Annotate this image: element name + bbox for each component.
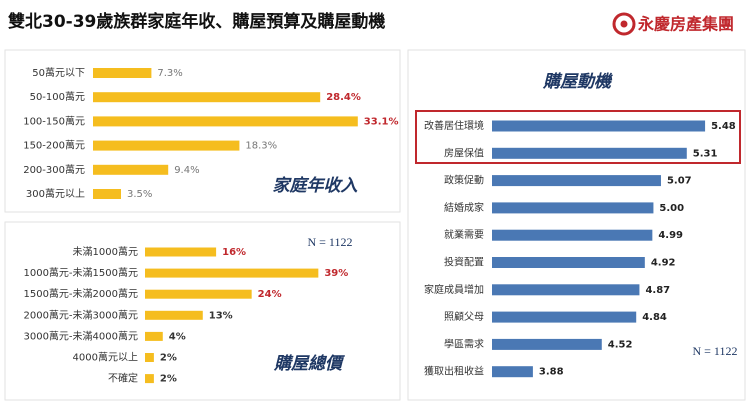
bar [145,310,203,320]
bar [93,189,121,199]
category-label: 1500萬元-未滿2000萬元 [23,287,138,300]
category-label: 結婚成家 [444,201,484,214]
value-label: 2% [160,353,177,364]
category-label: 改善居住環境 [424,119,484,132]
value-label: 4.99 [658,230,683,241]
bar [492,202,654,214]
bar [93,164,169,175]
category-label: 不確定 [108,372,138,385]
panel [4,49,401,213]
bar [93,92,321,103]
category-label: 1000萬元-未滿1500萬元 [23,266,138,279]
bar [93,116,358,127]
category-label: 3000萬元-未滿4000萬元 [23,329,138,342]
sample-size-note: N = 1122 [308,235,353,249]
value-label: 5.00 [659,203,684,214]
category-label: 300萬元以上 [26,187,85,200]
bar [492,147,687,159]
value-label: 16% [222,247,246,258]
value-label: 4.87 [645,285,670,296]
bar [93,140,240,151]
bar [145,289,252,299]
bar [145,247,217,257]
category-label: 照顧父母 [444,310,484,323]
bar [145,331,163,341]
category-label: 房屋保值 [444,146,484,159]
value-label: 9.4% [174,165,199,176]
value-label: 33.1% [364,116,399,127]
bar [492,175,661,187]
category-label: 200-300萬元 [23,163,85,176]
category-label: 50-100萬元 [30,90,85,103]
logo-icon-dot [620,20,628,28]
value-label: 5.07 [667,176,692,187]
chart-title: 家庭年收入 [273,176,358,196]
value-label: 3.5% [127,189,152,200]
value-label: 24% [258,289,282,300]
category-label: 100-150萬元 [23,114,85,127]
bar [492,338,602,350]
bar [145,374,154,384]
category-label: 50萬元以下 [32,66,85,79]
logo-text: 永慶房產集團 [637,15,734,34]
value-label: 39% [324,268,348,279]
category-label: 4000萬元以上 [73,351,138,364]
highlight-box [415,110,741,164]
value-label: 28.4% [326,92,361,103]
bar [492,257,645,268]
bar [145,268,319,278]
bar [492,229,653,241]
bar [492,284,640,296]
value-label: 4.52 [608,339,633,350]
value-label: 2% [160,374,177,385]
value-label: 3.88 [539,367,564,378]
category-label: 未滿1000萬元 [73,245,138,258]
value-label: 7.3% [157,68,182,79]
logo-icon [612,12,636,36]
value-label: 4.92 [651,258,676,269]
category-label: 2000萬元-未滿3000萬元 [23,308,138,321]
chart-title: 購屋動機 [542,72,614,92]
value-label: 4% [169,331,186,342]
page-title: 雙北30-39歲族群家庭年收、購屋預算及購屋動機 [8,11,385,32]
category-label: 家庭成員增加 [424,283,484,296]
value-label: 4.84 [642,312,667,323]
value-label: 5.48 [711,121,736,132]
sample-size-note: N = 1122 [693,344,738,358]
bar [492,120,706,132]
bar [145,353,154,362]
chart-title: 購屋總價 [273,354,345,374]
bar [492,311,637,323]
value-label: 5.31 [693,148,718,159]
category-label: 150-200萬元 [23,139,85,152]
category-label: 學區需求 [444,337,484,350]
category-label: 投資配置 [444,256,484,269]
bar [93,68,152,78]
category-label: 獲取出租收益 [424,365,484,378]
value-label: 13% [209,310,233,321]
category-label: 就業需要 [444,228,484,241]
value-label: 18.3% [245,141,277,152]
category-label: 政策促動 [444,174,484,187]
bar [492,366,533,378]
